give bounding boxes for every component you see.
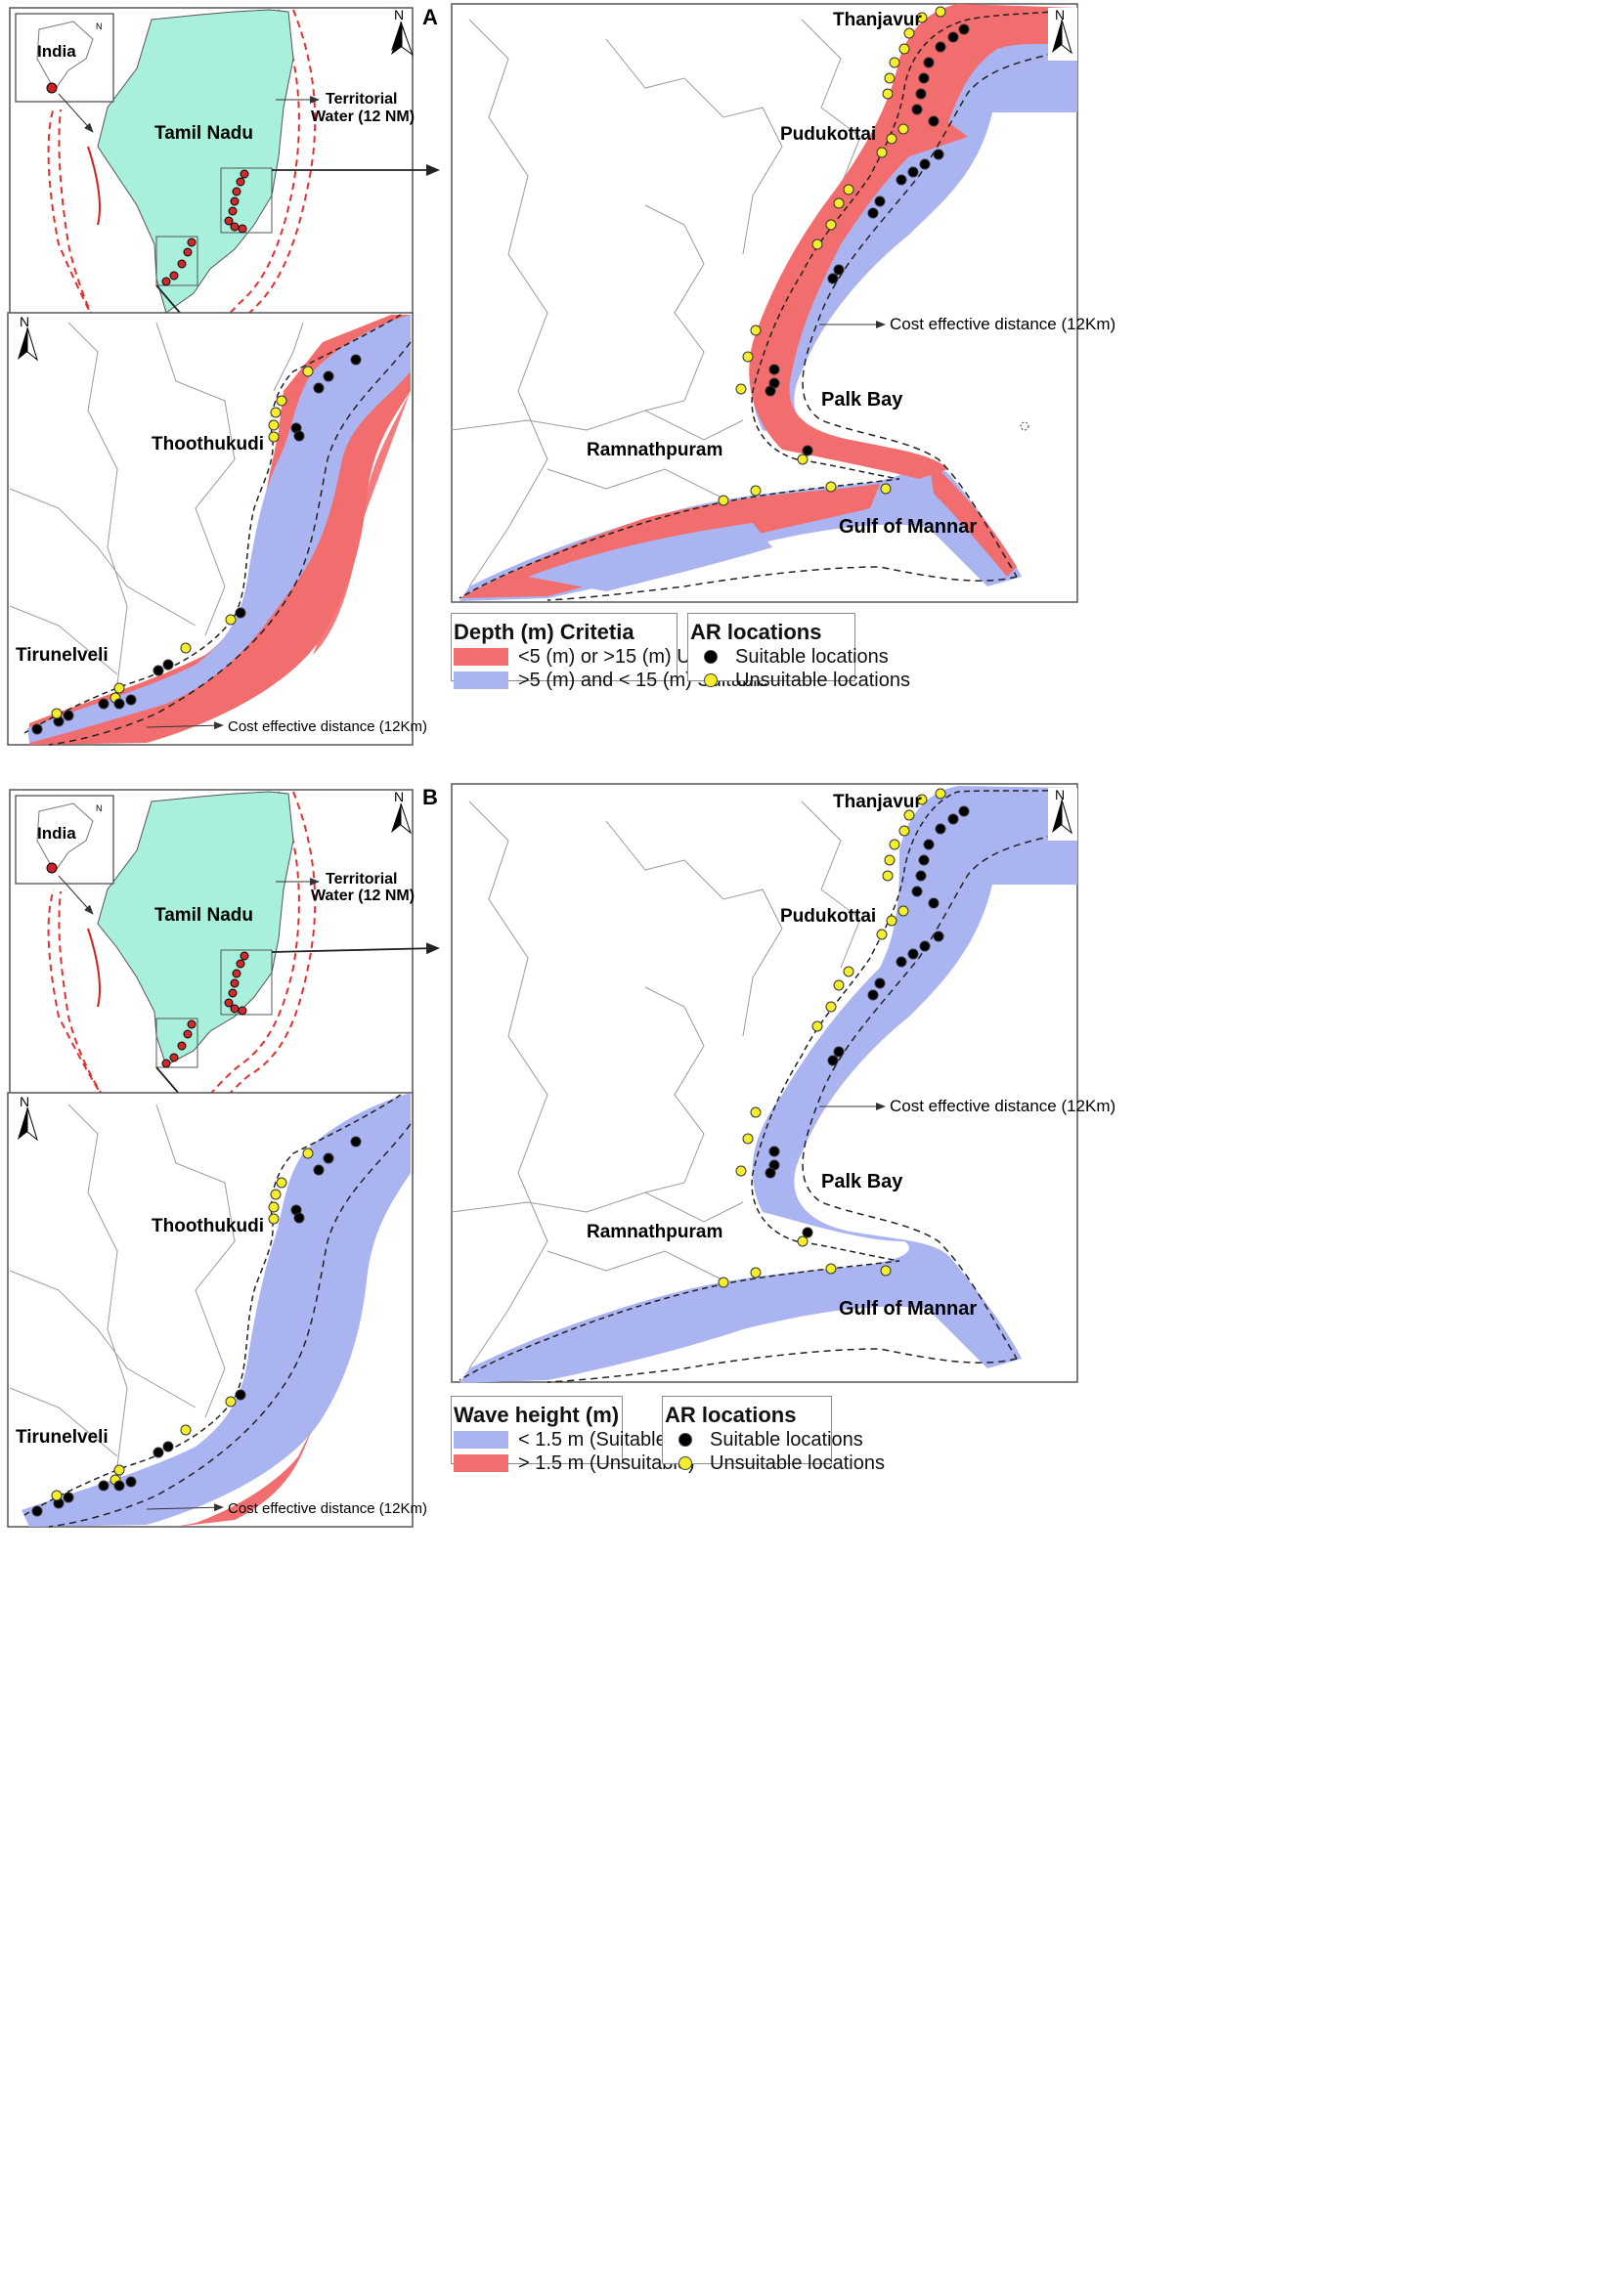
india-label: India	[37, 42, 76, 61]
ramnathpuram-label: Ramnathpuram	[587, 440, 722, 460]
legend-item-label: > 1.5 m (Unsuitable)	[518, 1451, 695, 1474]
panel-b: India N Tamil Nadu Territorial Water (12…	[7, 783, 1115, 1528]
legend-item: < 1.5 m (Suitable)	[452, 1428, 673, 1451]
india-label: India	[37, 824, 76, 843]
north-arrow-icon	[391, 24, 415, 57]
main-distance-label: Cost effective distance (12Km)	[890, 315, 1115, 333]
south-distance-label: Cost effective distance (12Km)	[228, 718, 427, 735]
north-arrow-icon: N	[1048, 787, 1077, 841]
gulf-of-mannar-label: Gulf of Mannar	[839, 516, 977, 538]
territorial-label-2: Water (12 NM)	[311, 888, 415, 904]
pudukottai-label: Pudukottai	[780, 906, 876, 927]
svg-text:N: N	[20, 1094, 29, 1109]
thoothukudi-label: Thoothukudi	[152, 1216, 264, 1236]
tirunelveli-label: Tirunelveli	[16, 1427, 109, 1448]
palk-bay-label: Palk Bay	[821, 389, 903, 411]
inset-north-label: N	[96, 22, 103, 31]
ramnathpuram-label: Ramnathpuram	[587, 1222, 722, 1242]
svg-text:N: N	[20, 314, 29, 329]
coastline	[459, 9, 1078, 599]
north-arrow-icon: N	[18, 1094, 38, 1142]
main-distance-label: Cost effective distance (12Km)	[890, 1097, 1115, 1115]
legend-item-label: Suitable locations	[735, 645, 889, 668]
territorial-water-line	[47, 9, 317, 417]
legend-item: Unsuitable locations	[688, 669, 910, 692]
pudukottai-label: Pudukottai	[780, 124, 876, 145]
legend-title: AR locations	[665, 1403, 797, 1427]
territorial-label-2: Water (12 NM)	[311, 108, 415, 125]
legend-item: Suitable locations	[663, 1428, 863, 1451]
overview-map: India N Tamil Nadu Territorial Water (12…	[9, 7, 415, 443]
legend-title: Wave height (m)	[454, 1403, 620, 1427]
state-label: Tamil Nadu	[154, 123, 253, 144]
legend-ar-a: AR locations Suitable locations Unsuitab…	[687, 613, 910, 691]
legend-criteria-b: Wave height (m) < 1.5 m (Suitable) > 1.5…	[451, 1396, 695, 1474]
legend-item: > 1.5 m (Unsuitable)	[452, 1451, 695, 1475]
panel-letter-b: B	[422, 785, 438, 809]
north-arrow-icon: N	[391, 789, 413, 835]
legend-title: AR locations	[690, 620, 822, 644]
overview-ar-dots	[161, 951, 249, 1068]
gulf-of-mannar-label: Gulf of Mannar	[839, 1298, 977, 1320]
overview-ar-dots	[161, 169, 249, 286]
main-ar-dots	[718, 788, 970, 1288]
suitable-zone	[22, 1093, 411, 1527]
suitable-zone	[459, 8, 1077, 601]
south-coast-map: Thoothukudi Tirunelveli Cost effective d…	[7, 1092, 427, 1528]
coastline	[23, 314, 402, 734]
legend-item-label: < 1.5 m (Suitable)	[518, 1428, 674, 1451]
suitable-zone	[27, 315, 411, 743]
legend-item: >5 (m) and < 15 (m) Suitable	[452, 669, 768, 692]
legend-item-label: Unsuitable locations	[710, 1451, 885, 1474]
panel-a: India N Tamil Nadu Territorial Water (12…	[7, 3, 1115, 746]
unsuitable-zone	[176, 1427, 313, 1527]
legend-ar-b: AR locations Suitable locations Unsuitab…	[662, 1396, 885, 1474]
thanjavur-label: Thanjavur	[833, 792, 922, 812]
territorial-label-1: Territorial	[326, 91, 398, 108]
tamil-nadu-shape	[97, 9, 294, 314]
palk-bay-label: Palk Bay	[821, 1171, 903, 1192]
cost-effective-boundary	[547, 830, 1078, 1383]
main-ar-dots	[718, 6, 970, 506]
legend-title: Depth (m) Critetia	[454, 620, 634, 644]
main-coast-map: Thanjavur Pudukottai Ramnathpuram Palk B…	[451, 783, 1115, 1383]
svg-text:N: N	[394, 789, 404, 804]
inset-north-label: N	[96, 803, 103, 813]
svg-text:N: N	[1055, 7, 1065, 22]
cost-effective-boundary	[547, 48, 1078, 601]
south-ar-dots	[31, 1136, 362, 1517]
north-arrow-icon: N	[18, 314, 38, 362]
south-coast-map: Thoothukudi Tirunelveli Cost effective d…	[7, 312, 427, 746]
thoothukudi-label: Thoothukudi	[152, 434, 264, 455]
tamil-nadu-shape	[97, 791, 294, 1066]
legend-item-label: Unsuitable locations	[735, 669, 910, 691]
state-label: Tamil Nadu	[154, 905, 253, 926]
coastline	[459, 789, 1078, 1381]
south-distance-label: Cost effective distance (12Km)	[228, 1500, 427, 1517]
zoom-arrow-main	[271, 942, 440, 955]
thanjavur-label: Thanjavur	[833, 10, 922, 30]
cost-effective-boundary	[48, 1123, 412, 1528]
main-coast-map: Thanjavur Pudukottai Ramnathpuram Palk B…	[451, 3, 1115, 603]
tirunelveli-label: Tirunelveli	[16, 645, 109, 666]
panel-letter-a: A	[422, 5, 438, 29]
legend-item: Unsuitable locations	[663, 1451, 885, 1475]
territorial-label-1: Territorial	[326, 871, 398, 888]
south-ar-dots	[31, 354, 362, 735]
cost-effective-boundary	[48, 341, 412, 746]
north-arrow-icon: N	[1048, 7, 1077, 61]
suitable-zone	[459, 786, 1077, 1383]
legend-item: <5 (m) or >15 (m) Unsuitable	[452, 645, 769, 669]
svg-text:N: N	[394, 7, 404, 22]
coastline	[23, 1094, 402, 1516]
legend-criteria-a: Depth (m) Critetia <5 (m) or >15 (m) Uns…	[451, 613, 769, 691]
legend-item-label: Suitable locations	[710, 1428, 863, 1451]
legend-item: Suitable locations	[688, 645, 889, 669]
svg-text:N: N	[1055, 787, 1065, 802]
